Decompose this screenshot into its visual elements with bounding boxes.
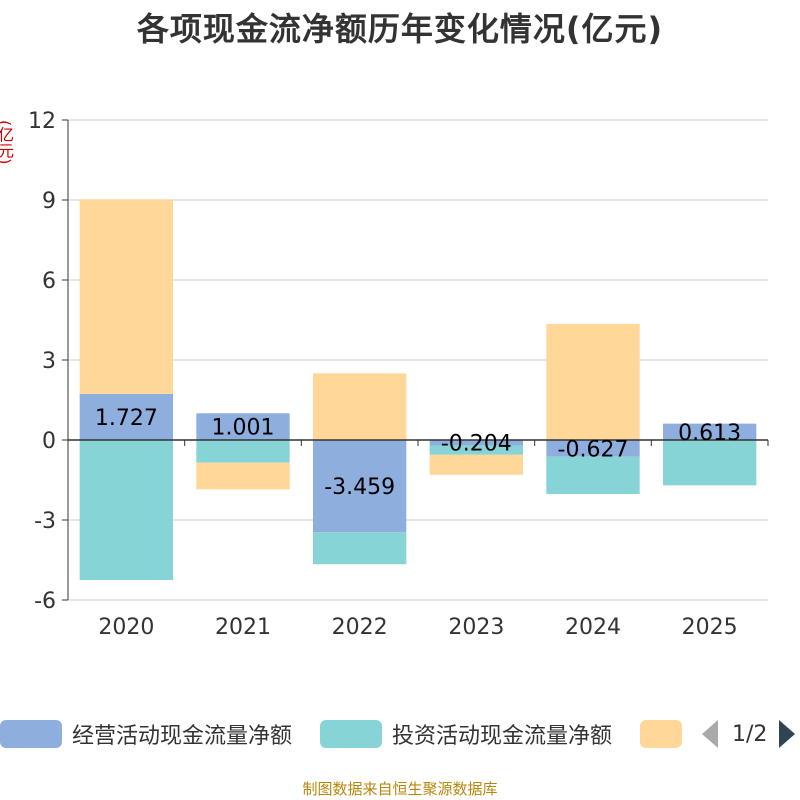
legend-label-investing: 投资活动现金流量净额 bbox=[392, 724, 613, 749]
prev-page-icon[interactable] bbox=[702, 720, 718, 748]
legend-page-indicator: 1/2 bbox=[732, 721, 768, 747]
next-page-icon[interactable] bbox=[779, 720, 796, 748]
data-label-operating-2025: 0.613 bbox=[678, 421, 741, 446]
bar-investing-2024 bbox=[546, 456, 640, 495]
x-tick-label-2022: 2022 bbox=[332, 615, 388, 640]
y-tick-label: 0 bbox=[42, 429, 56, 454]
bar-investing-2020 bbox=[79, 440, 173, 580]
data-label-operating-2020: 1.727 bbox=[95, 406, 158, 431]
bar-operating-2021 bbox=[196, 413, 290, 440]
bar-financing-2022 bbox=[313, 373, 407, 440]
legend: 经营活动现金流量净额 投资活动现金流量净额 1/2 bbox=[0, 716, 800, 752]
legend-swatch-operating bbox=[0, 720, 62, 748]
x-tick-label-2024: 2024 bbox=[565, 615, 621, 640]
bar-operating-2022 bbox=[313, 440, 407, 533]
x-tick-label-2023: 2023 bbox=[448, 615, 504, 640]
data-label-operating-2022: -3.459 bbox=[324, 475, 395, 500]
bar-financing-2021 bbox=[196, 462, 290, 490]
legend-item-financing[interactable] bbox=[640, 716, 692, 752]
bar-operating-2023 bbox=[429, 440, 523, 446]
bar-financing-2023 bbox=[429, 454, 523, 475]
legend-item-operating[interactable]: 经营活动现金流量净额 bbox=[0, 716, 292, 752]
chart-title: 各项现金流净额历年变化情况(亿元) bbox=[136, 10, 664, 48]
bar-operating-2020 bbox=[79, 393, 173, 440]
y-axis-unit-label: (亿元) bbox=[0, 120, 14, 165]
legend-item-investing[interactable]: 投资活动现金流量净额 bbox=[320, 716, 612, 752]
legend-label-operating: 经营活动现金流量净额 bbox=[72, 724, 293, 749]
data-label-operating-2021: 1.001 bbox=[212, 416, 275, 441]
cash-flow-chart: -6 -3 0 3 6 9 12 2020 2021 2022 2023 2024 2025 1.727 1… bbox=[28, 109, 769, 640]
legend-pager: 1/2 bbox=[702, 716, 796, 752]
bar-financing-2024 bbox=[546, 324, 640, 440]
y-tick-label: 6 bbox=[42, 269, 56, 294]
legend-swatch-investing bbox=[320, 720, 382, 748]
y-tick-label: 9 bbox=[42, 189, 56, 214]
y-tick-label: -6 bbox=[34, 589, 56, 614]
bar-operating-2024 bbox=[546, 440, 640, 457]
data-label-operating-2024: -0.627 bbox=[558, 437, 629, 462]
bar-financing-2020 bbox=[79, 199, 173, 394]
bar-operating-2025 bbox=[663, 423, 757, 440]
bar-investing-2023 bbox=[429, 445, 523, 455]
data-source-note: 制图数据来自恒生聚源数据库 bbox=[302, 780, 498, 798]
bar-investing-2025 bbox=[663, 440, 757, 486]
data-label-operating-2023: -0.204 bbox=[441, 432, 512, 457]
y-tick-label: -3 bbox=[34, 509, 56, 534]
x-tick-label-2025: 2025 bbox=[682, 615, 738, 640]
bar-investing-2022 bbox=[313, 532, 407, 565]
legend-swatch-financing bbox=[640, 720, 682, 748]
y-tick-label: 12 bbox=[28, 109, 56, 134]
x-tick-label-2021: 2021 bbox=[215, 615, 271, 640]
x-tick-label-2020: 2020 bbox=[98, 615, 154, 640]
y-tick-label: 3 bbox=[42, 349, 56, 374]
bar-investing-2021 bbox=[196, 440, 290, 463]
